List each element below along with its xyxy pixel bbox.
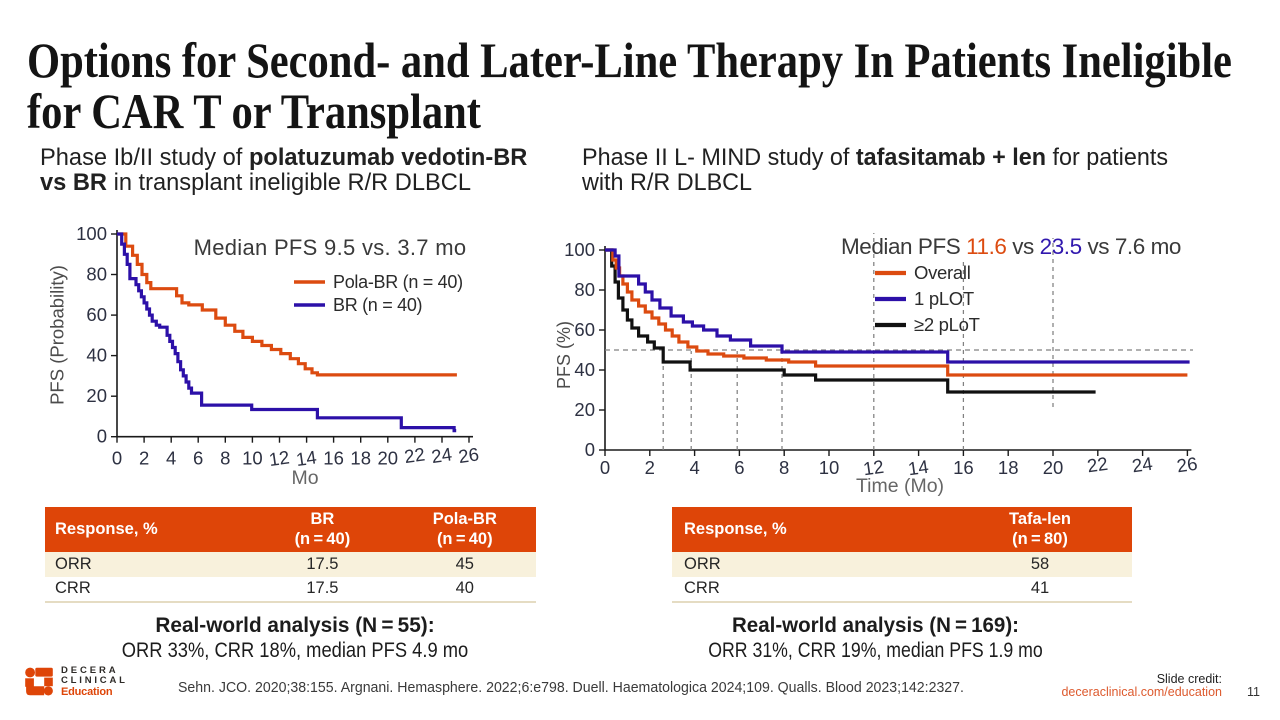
svg-text:26: 26 — [1175, 453, 1198, 477]
svg-text:2: 2 — [645, 457, 655, 478]
svg-text:2: 2 — [139, 448, 149, 469]
svg-text:Mo: Mo — [291, 467, 318, 489]
svg-text:8: 8 — [779, 457, 789, 478]
svg-text:12: 12 — [268, 446, 291, 470]
svg-text:16: 16 — [953, 457, 974, 478]
svg-text:6: 6 — [734, 457, 744, 478]
svg-text:80: 80 — [574, 279, 595, 300]
svg-text:16: 16 — [323, 448, 344, 469]
svg-text:22: 22 — [1086, 453, 1109, 477]
svg-text:4: 4 — [166, 448, 176, 469]
svg-text:Time (Mo): Time (Mo) — [856, 475, 944, 497]
svg-text:20: 20 — [1043, 457, 1064, 478]
svg-text:60: 60 — [86, 304, 107, 325]
svg-text:26: 26 — [457, 443, 480, 467]
svg-text:0: 0 — [97, 426, 107, 447]
svg-text:1 pLOT: 1 pLOT — [914, 288, 974, 309]
svg-text:8: 8 — [220, 448, 230, 469]
svg-text:10: 10 — [242, 448, 263, 469]
svg-text:40: 40 — [574, 359, 595, 380]
svg-text:18: 18 — [998, 457, 1019, 478]
svg-text:10: 10 — [819, 457, 840, 478]
svg-text:Overall: Overall — [914, 262, 971, 283]
svg-text:6: 6 — [193, 448, 203, 469]
svg-text:100: 100 — [76, 223, 107, 244]
svg-text:Pola-BR (n = 40): Pola-BR (n = 40) — [333, 272, 463, 292]
svg-text:24: 24 — [1131, 453, 1154, 477]
svg-text:80: 80 — [86, 264, 107, 285]
svg-text:12: 12 — [862, 456, 885, 480]
svg-text:Median PFS 11.6 vs 23.5 vs 7.6: Median PFS 11.6 vs 23.5 vs 7.6 mo — [841, 234, 1181, 259]
svg-text:Median PFS 9.5 vs. 3.7 mo: Median PFS 9.5 vs. 3.7 mo — [194, 235, 467, 260]
svg-text:14: 14 — [295, 446, 318, 470]
svg-text:60: 60 — [574, 319, 595, 340]
svg-text:BR (n = 40): BR (n = 40) — [333, 295, 422, 315]
svg-text:40: 40 — [86, 345, 107, 366]
svg-text:0: 0 — [600, 457, 610, 478]
svg-text:0: 0 — [585, 439, 595, 460]
svg-text:14: 14 — [907, 456, 930, 480]
svg-text:≥2 pLoT: ≥2 pLoT — [914, 314, 980, 335]
svg-text:20: 20 — [378, 448, 399, 469]
svg-text:PFS (Probability): PFS (Probability) — [47, 265, 68, 405]
svg-text:100: 100 — [564, 239, 595, 260]
svg-text:20: 20 — [574, 399, 595, 420]
svg-text:18: 18 — [350, 448, 371, 469]
svg-text:4: 4 — [689, 457, 699, 478]
svg-text:PFS (%): PFS (%) — [554, 321, 574, 389]
svg-text:24: 24 — [430, 443, 453, 467]
svg-text:22: 22 — [403, 443, 426, 467]
svg-text:0: 0 — [112, 448, 122, 469]
svg-text:20: 20 — [86, 385, 107, 406]
